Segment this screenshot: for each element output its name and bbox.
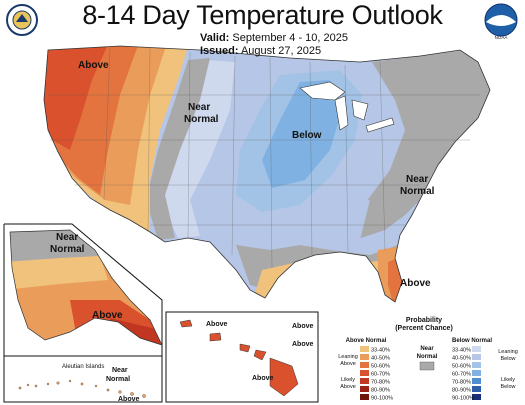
legend-below-title: Below Normal — [452, 338, 492, 344]
legend-above-title: Above Normal — [346, 338, 387, 344]
noaa-logo-text: NOAA — [495, 35, 508, 40]
valid-value: September 4 - 10, 2025 — [232, 32, 348, 44]
legend-below-range: 33-40% — [452, 348, 471, 354]
legend-above-range: 33-40% — [371, 348, 390, 354]
legend-below-swatch — [472, 394, 481, 400]
valid-label: Valid: — [200, 32, 230, 44]
noaa-logo-icon — [484, 3, 518, 37]
legend-above-swatch — [360, 346, 369, 352]
label-midwest-below: Below — [292, 130, 322, 141]
legend-below-swatch — [472, 362, 481, 368]
legend-near-title-1: Near — [420, 346, 434, 352]
legend-below-range: 80-90% — [452, 388, 471, 394]
legend-below-range: 60-70% — [452, 372, 471, 378]
legend-below-range: 50-60% — [452, 364, 471, 370]
label-aleutian-near-2: Normal — [106, 376, 130, 383]
label-near-normal-1: Near — [188, 102, 210, 113]
issued-label: Issued: — [200, 45, 239, 57]
legend-above-swatch — [360, 386, 369, 392]
legend-below-range: 70-80% — [452, 380, 471, 386]
page-title: 8-14 Day Temperature Outlook — [82, 0, 443, 30]
label-alaska-near-2: Normal — [50, 244, 85, 255]
legend-likely-below-2: Below — [501, 384, 516, 390]
legend-likely-below-1: Likely — [501, 377, 515, 383]
label-aleutian-title: Aleutian Islands — [62, 364, 104, 370]
legend-above-swatch — [360, 354, 369, 360]
legend-above-swatch — [360, 378, 369, 384]
label-florida-above: Above — [400, 278, 431, 289]
legend-below-swatch — [472, 346, 481, 352]
legend-above-range: 40-50% — [371, 356, 390, 362]
legend-above-swatch — [360, 394, 369, 400]
legend-above-range: 70-80% — [371, 380, 390, 386]
doc-seal-icon — [6, 4, 38, 36]
label-hawaii-4: Above — [252, 375, 274, 382]
legend-below-range: 40-50% — [452, 356, 471, 362]
legend-leaning-below-2: Below — [501, 356, 516, 362]
label-aleutian-above: Above — [118, 396, 140, 403]
label-alaska-above: Above — [92, 310, 123, 321]
issued-value: August 27, 2025 — [240, 45, 322, 57]
legend-above-swatch — [360, 362, 369, 368]
label-northeast-near-1: Near — [406, 174, 428, 185]
legend-above-range: 50-60% — [371, 364, 390, 370]
legend-subtitle: (Percent Chance) — [395, 325, 453, 332]
label-near-normal-2: Normal — [184, 114, 219, 125]
legend-title: Probability — [406, 317, 442, 324]
legend-above-range: 80-90% — [371, 388, 390, 394]
legend-below-range: 90-100% — [452, 396, 474, 402]
label-west-above: Above — [78, 60, 109, 71]
label-alaska-near-1: Near — [56, 232, 78, 243]
label-aleutian-near-1: Near — [112, 367, 128, 374]
legend-above-swatch — [360, 370, 369, 376]
label-hawaii-2: Above — [292, 323, 314, 330]
label-northeast-near-2: Normal — [400, 186, 435, 197]
legend-near-title-2: Normal — [417, 354, 438, 360]
label-hawaii-1: Above — [206, 321, 228, 328]
legend-below-swatch — [472, 354, 481, 360]
legend-leaning-above-1: Leaning — [338, 354, 358, 360]
legend-likely-above-2: Above — [340, 384, 356, 390]
legend-above-range: 60-70% — [371, 372, 390, 378]
legend-leaning-below-1: Leaning — [498, 349, 518, 355]
issued-line: Issued: August 27, 2025 — [200, 45, 321, 57]
legend-near-swatch — [419, 361, 435, 371]
legend-below-swatch — [472, 386, 481, 392]
legend-leaning-above-2: Above — [340, 361, 356, 367]
legend-below-swatch — [472, 378, 481, 384]
legend-above-range: 90-100% — [371, 396, 393, 402]
legend-below-swatch — [472, 370, 481, 376]
legend-likely-above-1: Likely — [341, 377, 355, 383]
valid-line: Valid: September 4 - 10, 2025 — [200, 32, 348, 44]
legend: Probability (Percent Chance) Above Norma… — [338, 317, 518, 402]
label-hawaii-3: Above — [292, 341, 314, 348]
